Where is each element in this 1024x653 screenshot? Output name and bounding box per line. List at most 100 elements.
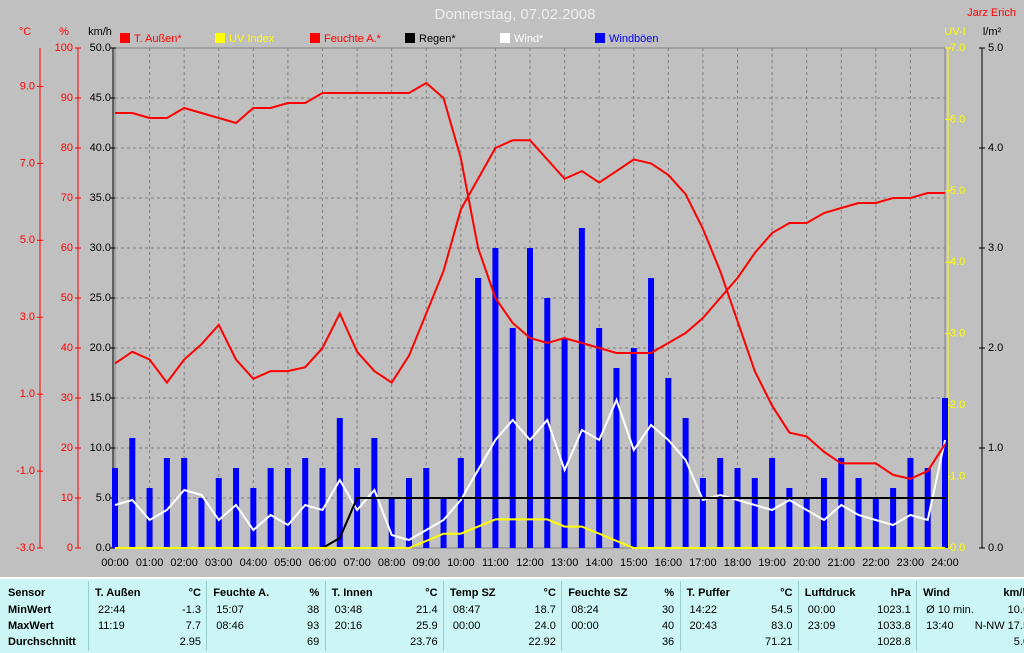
column-unit: °C xyxy=(188,587,201,599)
column-separator xyxy=(324,581,326,651)
cell-value: 21.4 xyxy=(416,604,438,616)
chart-title: Donnerstag, 07.02.2008 xyxy=(435,6,596,23)
legend-swatch xyxy=(215,33,225,43)
column-separator xyxy=(561,581,563,651)
y-tick-label: 80 xyxy=(61,142,73,154)
y-tick-label: 10.0 xyxy=(90,442,111,454)
gust-bar xyxy=(527,248,533,548)
row-label: MinWert xyxy=(8,604,52,616)
x-tick-label: 22:00 xyxy=(862,557,890,569)
y-tick-label: 25.0 xyxy=(90,292,111,304)
y-tick-label: 0.0 xyxy=(96,542,111,554)
column-name: Temp SZ xyxy=(449,587,496,599)
y-tick-label: 5.0 xyxy=(988,42,1003,54)
gust-bar xyxy=(163,458,170,548)
gust-bar xyxy=(820,478,827,548)
gust-bar xyxy=(561,338,568,548)
gust-bar xyxy=(890,488,897,548)
axis-label: °C xyxy=(19,26,31,38)
column-separator xyxy=(916,581,918,651)
gust-bar xyxy=(717,458,724,548)
cell-time: 00:00 xyxy=(807,604,836,616)
cell-time: 11:19 xyxy=(98,620,125,632)
legend-swatch xyxy=(595,33,605,43)
y-tick-label: 45.0 xyxy=(90,92,111,104)
y-tick-label: 7.0 xyxy=(20,157,35,169)
y-tick-label: 3.0 xyxy=(988,242,1003,254)
cell-value: 1028.8 xyxy=(877,636,911,648)
legend-label: Feuchte A.* xyxy=(324,33,382,45)
y-tick-label: 0 xyxy=(67,542,73,554)
x-tick-label: 02:00 xyxy=(170,557,198,569)
column-separator xyxy=(442,581,444,651)
cell-time: 00:00 xyxy=(452,620,481,632)
cell-value: 38 xyxy=(307,604,320,616)
cell-time: 15:07 xyxy=(216,604,244,616)
gust-bar xyxy=(388,498,395,548)
x-tick-label: 09:00 xyxy=(412,557,440,569)
cell-value: 2.95 xyxy=(179,636,201,648)
column-name: T. Außen xyxy=(95,587,141,599)
x-tick-label: 21:00 xyxy=(827,557,855,569)
chart: Donnerstag, 07.02.2008 Jarz Erich 00:00 0… xyxy=(0,0,1024,577)
cell-value: 54.5 xyxy=(771,604,793,616)
gust-bar xyxy=(250,488,257,548)
y-tick-label: 1.0 xyxy=(20,388,35,400)
y-tick-label: 50.0 xyxy=(90,42,111,54)
x-tick-label: 16:00 xyxy=(655,557,683,569)
gust-bar xyxy=(613,368,620,548)
legend-label: Regen* xyxy=(419,33,456,45)
x-tick-label: 17:00 xyxy=(689,557,717,569)
x-tick-label: 06:00 xyxy=(309,557,337,569)
gust-bar xyxy=(872,498,879,548)
column-unit: °C xyxy=(543,587,556,599)
gust-bar xyxy=(648,278,655,548)
x-tick-label: 18:00 xyxy=(724,557,752,569)
legend-swatch xyxy=(310,33,320,43)
gust-bar xyxy=(423,468,430,548)
cell-time: 08:47 xyxy=(452,604,481,616)
cell-value: 71.21 xyxy=(764,636,793,648)
cell-value: 23.76 xyxy=(410,636,438,648)
gust-bar xyxy=(665,378,672,548)
cell-value: 36 xyxy=(661,636,675,648)
author: Jarz Erich xyxy=(967,7,1016,19)
gust-bar xyxy=(129,438,136,548)
x-tick-label: 15:00 xyxy=(620,557,648,569)
gust-bar xyxy=(769,458,776,548)
axis-label: km/h xyxy=(88,26,112,38)
cell-value: N-NW 17.5 xyxy=(974,620,1024,632)
gust-bar xyxy=(578,228,585,548)
cell-value: 30 xyxy=(661,604,675,616)
column-unit: hPa xyxy=(890,587,911,599)
y-tick-label: 1.0 xyxy=(950,470,965,482)
y-tick-label: 90 xyxy=(61,92,73,104)
x-tick-label: 01:00 xyxy=(136,557,164,569)
y-tick-label: 3.0 xyxy=(20,311,35,323)
legend-swatch xyxy=(120,33,130,43)
cell-time: 14:22 xyxy=(689,604,718,616)
x-tick-label: 20:00 xyxy=(793,557,821,569)
y-tick-label: 6.0 xyxy=(950,113,965,125)
gust-bar xyxy=(924,468,931,548)
y-tick-label: -3.0 xyxy=(16,542,35,554)
y-tick-label: 5.0 xyxy=(950,185,965,197)
x-tick-label: 07:00 xyxy=(343,557,371,569)
gust-bar xyxy=(371,438,378,548)
gust-bar xyxy=(405,478,412,548)
legend-label: Wind* xyxy=(514,33,544,45)
cell-value: -1.3 xyxy=(182,604,201,616)
y-tick-label: 15.0 xyxy=(90,392,111,404)
gust-bar xyxy=(215,478,222,548)
cell-time: 08:24 xyxy=(571,604,599,616)
row-label: MaxWert xyxy=(8,620,54,632)
gust-bar xyxy=(475,278,482,548)
column-separator xyxy=(679,581,681,651)
gust-bar xyxy=(112,468,118,548)
cell-value: 10.6 xyxy=(1007,604,1024,616)
gust-bar xyxy=(302,458,309,548)
y-tick-label: 30.0 xyxy=(90,242,111,254)
cell-time: 08:46 xyxy=(216,620,244,632)
gust-bar xyxy=(838,458,845,548)
cell-time: 00:00 xyxy=(571,620,599,632)
